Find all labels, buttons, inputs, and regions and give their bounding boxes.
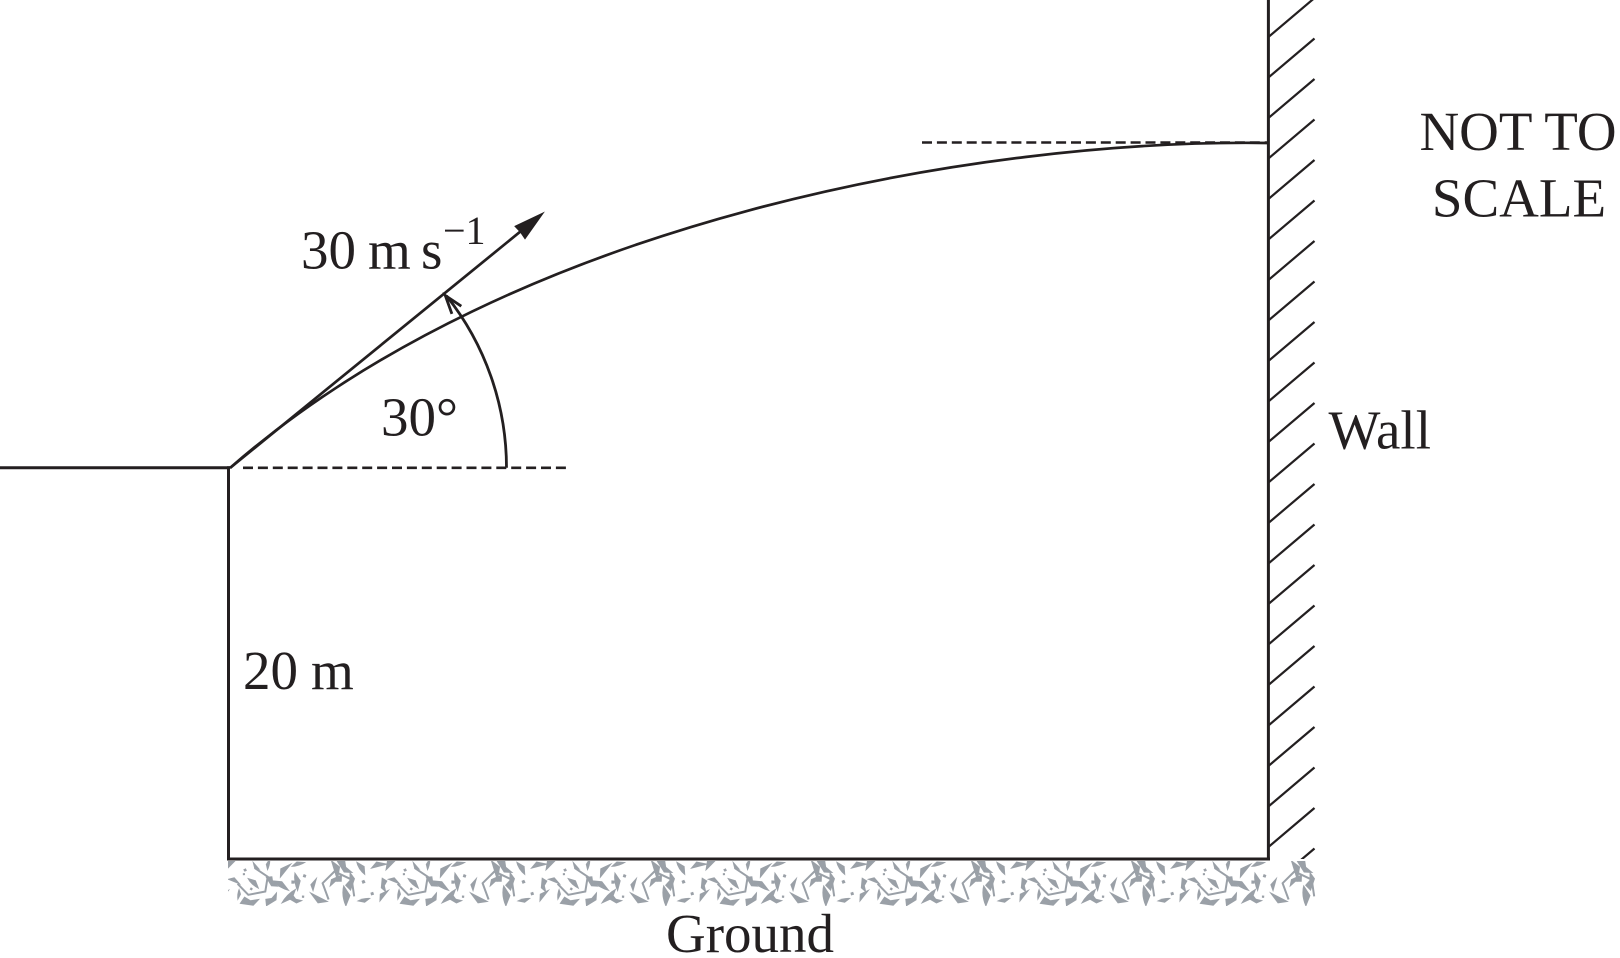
svg-text:20m: 20 m bbox=[243, 640, 354, 701]
svg-text:30°: 30° bbox=[381, 387, 458, 448]
svg-text:SCALE: SCALE bbox=[1432, 168, 1606, 229]
svg-text:Ground: Ground bbox=[666, 903, 834, 958]
svg-text:Wall: Wall bbox=[1329, 400, 1431, 461]
svg-text:NOT TO: NOT TO bbox=[1419, 101, 1616, 162]
